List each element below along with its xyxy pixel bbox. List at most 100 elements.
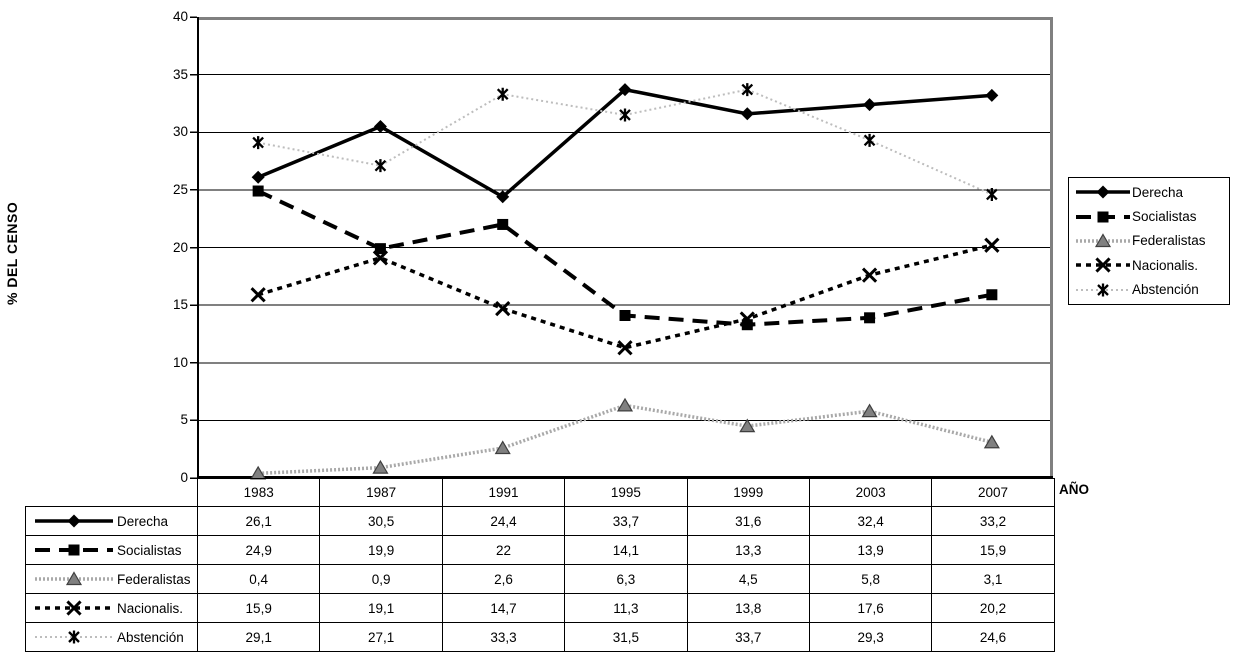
series-label-cell: Derecha: [25, 506, 198, 536]
legend-label: Federalistas: [1132, 233, 1206, 249]
value-cell: 33,7: [564, 506, 688, 536]
value-cell: 29,3: [808, 622, 933, 652]
x-cross-marker-icon: [739, 311, 755, 327]
asterisk-marker-icon: [1097, 283, 1109, 297]
square-marker-icon: [68, 544, 80, 556]
value-cell: 5,8: [808, 564, 933, 594]
series-key-federalistas: [1076, 233, 1130, 248]
series-name-label: Abstención: [117, 629, 184, 645]
series-line-nacionalis: [257, 243, 993, 350]
table-row-nacionalis: Nacionalis. 15,9 19,1 14,7 11,3 13,8 17,6 20,2: [25, 593, 1055, 623]
value-cell: 11,3: [564, 593, 688, 623]
value-cell: 17,6: [808, 593, 933, 623]
plot-area: [190, 16, 1053, 480]
legend-label: Nacionalis.: [1132, 257, 1199, 273]
value-cell: 4,5: [686, 564, 810, 594]
x-cross-marker-icon: [1095, 257, 1111, 273]
value-cell: 26,1: [196, 506, 321, 536]
legend: Derecha Socialistas Federalistas Nacionalis…: [1068, 177, 1230, 305]
value-cell: 33,7: [686, 622, 810, 652]
series-key-nacionalis: [35, 600, 113, 616]
year-header-cell: 1995: [564, 478, 688, 507]
series-key-derecha: [1076, 185, 1130, 199]
value-cell: 20,2: [931, 593, 1055, 623]
asterisk-marker-icon: [619, 108, 631, 122]
value-cell: 33,3: [441, 622, 566, 652]
y-tick-label: 0: [180, 470, 188, 485]
series-line-derecha: [257, 87, 992, 199]
asterisk-marker-icon: [374, 159, 387, 173]
x-cross-marker-icon: [495, 300, 511, 317]
asterisk-marker-icon: [68, 630, 80, 644]
square-marker-icon: [374, 243, 386, 255]
y-axis-title: % DEL CENSO: [4, 201, 20, 305]
asterisk-marker-icon: [252, 136, 264, 150]
year-header-cell: 2003: [808, 478, 933, 507]
value-cell: 24,4: [441, 506, 566, 536]
series-label-cell: Nacionalis.: [25, 593, 198, 623]
diamond-marker-icon: [373, 119, 387, 133]
value-cell: 31,6: [686, 506, 810, 536]
diamond-marker-icon: [496, 190, 510, 204]
x-cross-marker-icon: [66, 600, 82, 616]
value-cell: 19,1: [319, 593, 443, 623]
square-marker-icon: [497, 218, 509, 230]
value-cell: 15,9: [196, 593, 321, 623]
diamond-marker-icon: [985, 88, 999, 102]
triangle-marker-icon: [65, 571, 83, 586]
value-cell: 3,1: [931, 564, 1055, 594]
legend-label: Derecha: [1132, 184, 1184, 200]
series-line-federalistas: [258, 403, 993, 476]
triangle-marker-icon: [494, 440, 511, 455]
y-tick-label: 5: [180, 412, 188, 428]
asterisk-marker-icon: [496, 87, 509, 101]
table-row-derecha: Derecha 26,1 30,5 24,4 33,7 31,6 32,4 33,2: [25, 506, 1055, 536]
square-marker-icon: [252, 185, 264, 197]
square-marker-icon: [1097, 211, 1109, 223]
series-key-nacionalis: [1076, 257, 1130, 273]
value-cell: 24,9: [196, 535, 321, 565]
value-cell: 24,6: [931, 622, 1055, 652]
value-cell: 22: [441, 535, 566, 565]
x-axis-title: AÑO: [1059, 482, 1089, 497]
series-key-wrap: Socialistas: [27, 541, 197, 559]
value-cell: 31,5: [564, 622, 688, 652]
series-key-socialistas: [1076, 211, 1130, 223]
series-key-wrap: Derecha: [27, 512, 197, 530]
legend-entry-nacionalis: Nacionalis.: [1076, 256, 1229, 274]
value-cell: 32,4: [808, 506, 933, 536]
value-cell: 14,7: [441, 593, 566, 623]
square-marker-icon: [864, 312, 876, 324]
value-cell: 13,9: [808, 535, 933, 565]
legend-entry-abstenci-n: Abstención: [1076, 281, 1229, 299]
value-cell: 13,3: [686, 535, 810, 565]
year-header-cell: 1991: [441, 478, 566, 507]
y-tick-label: 10: [172, 354, 188, 370]
table-row-socialistas: Socialistas 24,9 19,9 22 14,1 13,3 13,9 15,9: [25, 535, 1055, 565]
legend-entry-derecha: Derecha: [1076, 183, 1229, 201]
y-tick-label: 35: [172, 66, 188, 82]
diamond-marker-icon: [1096, 185, 1110, 199]
value-cell: 30,5: [319, 506, 443, 536]
diamond-marker-icon: [67, 514, 81, 528]
triangle-marker-icon: [1094, 233, 1112, 248]
diamond-marker-icon: [740, 107, 754, 121]
year-header-cell: 1983: [196, 478, 321, 507]
legend-label: Abstención: [1132, 282, 1199, 298]
table-corner-cell: [26, 479, 198, 507]
x-cross-marker-icon: [372, 250, 389, 266]
value-cell: 13,8: [686, 593, 810, 623]
value-cell: 33,2: [931, 506, 1055, 536]
triangle-marker-icon: [983, 434, 1000, 449]
series-key-wrap: Federalistas: [27, 570, 197, 588]
series-name-label: Federalistas: [117, 571, 191, 587]
table-row-federalistas: Federalistas 0,4 0,9 2,6 6,3 4,5 5,8 3,1: [25, 564, 1055, 594]
asterisk-marker-icon: [863, 133, 876, 147]
series-key-derecha: [35, 514, 113, 528]
y-tick-label: 15: [172, 297, 188, 313]
series-key-socialistas: [35, 544, 113, 556]
x-cross-marker-icon: [984, 237, 1000, 253]
square-marker-icon: [619, 309, 631, 321]
square-marker-icon: [986, 289, 998, 301]
